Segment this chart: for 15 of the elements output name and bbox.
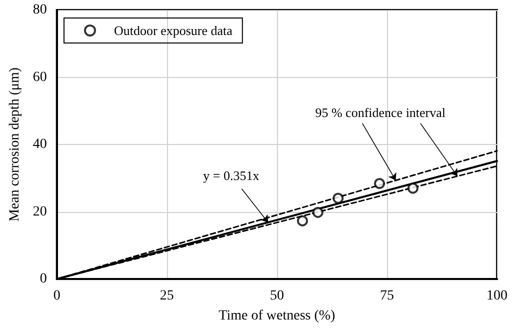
legend-label: Outdoor exposure data (114, 23, 233, 38)
y-tick-label: 60 (32, 70, 47, 85)
y-tick-label: 0 (40, 272, 47, 286)
x-tick-label: 75 (380, 288, 394, 304)
y-axis-title: Mean corrosion depth (μm) (8, 67, 22, 222)
x-axis-title: Time of wetness (%) (218, 308, 336, 324)
annotation: y = 0.351x (203, 168, 260, 183)
y-tick-label: 20 (32, 204, 47, 220)
annotation: 95 % confidence interval (315, 105, 446, 120)
x-tick-label: 100 (486, 288, 508, 304)
x-tick-label: 25 (160, 288, 174, 304)
x-tick-label: 50 (270, 288, 284, 304)
y-tick-label: 40 (32, 137, 47, 152)
x-tick-label: 0 (53, 288, 60, 304)
y-tick-label: 80 (32, 2, 47, 18)
